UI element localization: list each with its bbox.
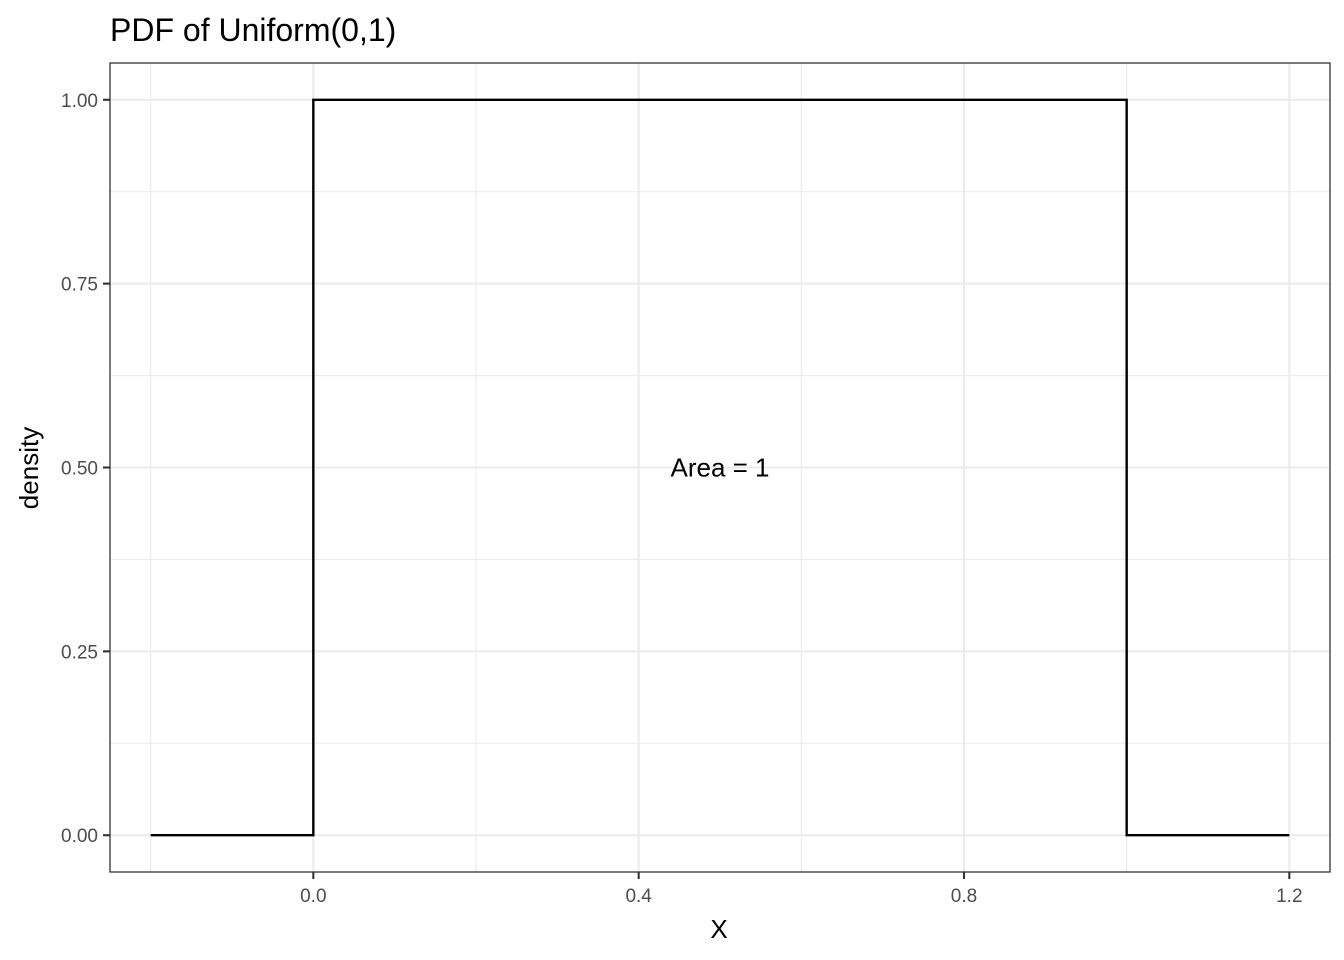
y-axis-title: density bbox=[14, 427, 44, 509]
chart-title: PDF of Uniform(0,1) bbox=[110, 12, 396, 48]
x-axis: 0.0 0.4 0.8 1.2 bbox=[300, 872, 1303, 907]
x-tick-label-3: 1.2 bbox=[1276, 886, 1302, 907]
y-tick-label-1: 0.25 bbox=[61, 642, 98, 663]
annotation-0: Area = 1 bbox=[670, 453, 769, 483]
x-tick-label-1: 0.4 bbox=[625, 886, 652, 907]
y-tick-label-0: 0.00 bbox=[61, 826, 98, 847]
x-tick-label-2: 0.8 bbox=[951, 886, 977, 907]
y-tick-label-3: 0.75 bbox=[61, 275, 98, 296]
series-layer bbox=[150, 98, 1290, 837]
x-axis-title: X bbox=[710, 914, 727, 944]
y-axis: 0.00 0.25 0.50 0.75 1.00 bbox=[61, 91, 110, 847]
pdf-series-line-0 bbox=[150, 98, 1290, 837]
y-tick-label-2: 0.50 bbox=[61, 459, 98, 480]
y-tick-label-4: 1.00 bbox=[61, 91, 98, 112]
x-tick-label-0: 0.0 bbox=[300, 886, 326, 907]
annotation-layer: Area = 1 bbox=[670, 453, 769, 483]
